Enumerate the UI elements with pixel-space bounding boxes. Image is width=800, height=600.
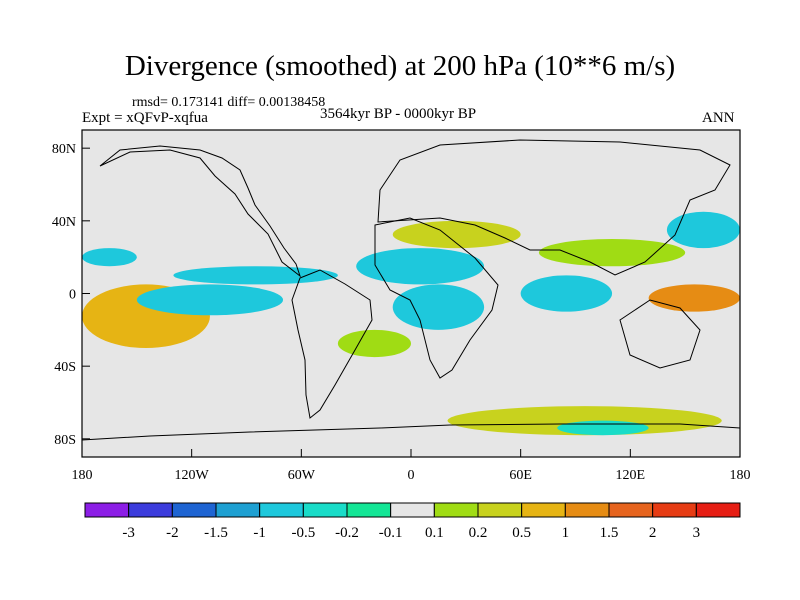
colorbar-box [171,502,217,518]
season-label: ANN [702,110,735,126]
experiment-label: Expt = xQFvP-xqfua [82,110,208,126]
x-tick-label: 60E [509,468,532,483]
coast-africa [374,217,499,379]
x-tick-label: 180 [72,468,93,483]
x-tick-label: 180 [730,468,751,483]
colorbar-box [346,502,392,518]
y-axis-ticks: 80N 40N 0 40S 80S [52,142,90,448]
region-central-pacific-north-negative [173,266,338,285]
y-tick-label: 40N [52,215,76,230]
coast-eurasia [377,139,731,276]
colorbar-box [433,502,479,518]
colorbar-box [302,502,348,518]
coast-south-america [291,269,373,419]
colorbar-box [259,502,304,518]
region-mediterranean-positive [392,220,521,249]
colorbar-label: 0.1 [425,525,444,541]
y-tick-label: 80N [52,142,76,157]
colorbar-label: -1.5 [204,525,228,541]
y-tick-label: 0 [69,288,76,303]
colorbar-boxes [84,502,741,518]
coast-australia [619,299,701,369]
colorbar-label: 2 [649,525,657,541]
stats-line: rmsd= 0.173141 diff= 0.00138458 [132,95,326,110]
coast-antarctica [81,423,741,441]
colorbar-box [84,502,130,518]
region-asia-monsoon-positive [538,239,686,267]
region-africa-equatorial-negative [392,284,485,330]
region-south-atlantic-positive [337,329,412,358]
colorbar-label: -3 [122,525,135,541]
colorbar-box [521,502,566,518]
region-west-pacific-equatorial-positive [648,284,740,312]
chart-title: Divergence (smoothed) at 200 hPa (10**6 … [124,50,676,82]
colorbar-box [564,502,610,518]
colorbar-box [652,502,697,518]
coast-north-america [99,145,301,278]
colorbar-label: -1 [253,525,266,541]
coastlines [81,139,741,441]
colorbar-label: 0.5 [512,525,531,541]
period-label: 3564kyr BP - 0000kyr BP [320,106,477,122]
colorbar-labels: -3 -2 -1.5 -1 -0.5 -0.2 -0.1 0.1 0.2 0.5 1 1.5 2 3 [122,525,700,541]
region-southern-ocean-positive [447,406,722,436]
colorbar-label: -0.5 [291,525,315,541]
colorbar-box [695,502,741,518]
x-tick-label: 120W [175,468,210,483]
region-pacific-east-band-negative [136,284,284,316]
region-atlantic-north-negative [356,248,485,285]
colorbar-label: 0.2 [469,525,488,541]
colorbar-box [128,502,173,518]
x-tick-label: 120E [616,468,646,483]
colorbar-box [215,502,261,518]
colorbar-label: -0.1 [379,525,403,541]
colorbar-label: 1.5 [600,525,619,541]
y-tick-label: 40S [54,360,76,375]
region-north-west-pacific-negative [666,211,740,249]
colorbar-label: -2 [166,525,179,541]
region-north-pacific-negative [82,248,137,267]
region-indian-ocean-negative [520,275,613,312]
colorbar-box [477,502,523,518]
colorbar-label: 3 [693,525,701,541]
x-tick-label: 60W [288,468,316,483]
y-tick-label: 80S [54,433,76,448]
colorbar-label: 1 [562,525,570,541]
x-axis-ticks: 180 120W 60W 0 60E 120E 180 [72,449,751,483]
divergence-regions [82,211,740,436]
colorbar-box [608,502,654,518]
colorbar-label: -0.2 [335,525,359,541]
colorbar-box [390,502,435,518]
x-tick-label: 0 [408,468,415,483]
